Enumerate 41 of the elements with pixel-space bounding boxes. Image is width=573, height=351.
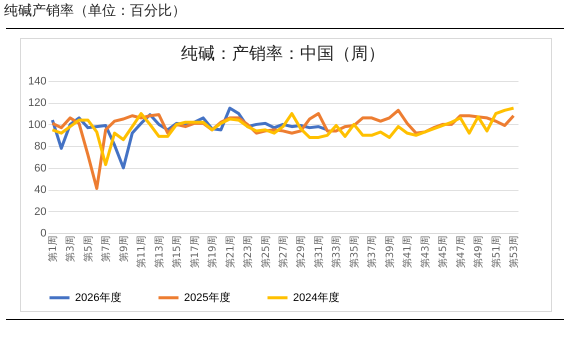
x-tick-label: 第37周 bbox=[366, 236, 378, 268]
chart-title: 纯碱产销率（单位：百分比） bbox=[4, 2, 186, 20]
x-tick-label: 第51周 bbox=[490, 236, 502, 268]
x-tick-label: 第1周 bbox=[46, 236, 59, 262]
line-series bbox=[50, 106, 516, 166]
x-tick-label: 第31周 bbox=[312, 236, 325, 268]
x-tick-label: 第25周 bbox=[260, 236, 272, 268]
legend-label: 2024年度 bbox=[293, 290, 340, 304]
y-tick-label: 100 bbox=[28, 118, 46, 131]
x-tick-label: 第53周 bbox=[508, 236, 520, 268]
x-tick-label: 第7周 bbox=[100, 236, 112, 262]
chart-subtitle: 纯碱：产销率：中国（周） bbox=[181, 44, 385, 64]
x-tick-label: 第5周 bbox=[82, 236, 94, 262]
y-tick-label: 40 bbox=[34, 184, 46, 196]
x-tick-label: 第35周 bbox=[348, 236, 360, 268]
x-tick-label: 第29周 bbox=[295, 236, 308, 268]
x-tick-label: 第17周 bbox=[188, 236, 201, 268]
x-tick-label: 第49周 bbox=[472, 236, 485, 268]
x-tick-label: 第9周 bbox=[118, 236, 130, 262]
legend-label: 2026年度 bbox=[75, 290, 122, 304]
x-tick-label: 第27周 bbox=[278, 236, 290, 268]
y-tick-label: 20 bbox=[34, 206, 46, 218]
x-tick-label: 第11周 bbox=[136, 236, 148, 268]
y-tick-label: 60 bbox=[34, 162, 46, 174]
x-tick-label: 第13周 bbox=[153, 236, 166, 268]
x-tick-label: 第39周 bbox=[384, 236, 396, 268]
y-tick-label: 80 bbox=[34, 140, 46, 153]
legend-label: 2025年度 bbox=[184, 290, 230, 304]
x-tick-label: 第23周 bbox=[242, 236, 254, 268]
x-tick-label: 第3周 bbox=[64, 236, 77, 262]
y-tick-label: 140 bbox=[28, 76, 46, 88]
y-tick-label: 120 bbox=[28, 97, 46, 110]
x-tick-label: 第21周 bbox=[224, 236, 236, 268]
x-tick-label: 第15周 bbox=[171, 236, 184, 268]
x-tick-label: 第43周 bbox=[419, 236, 432, 268]
x-tick-label: 第41周 bbox=[402, 236, 414, 268]
x-tick-label: 第47周 bbox=[454, 236, 467, 268]
x-tick-label: 第19周 bbox=[206, 236, 219, 268]
x-tick-label: 第45周 bbox=[437, 236, 450, 268]
x-tick-label: 第33周 bbox=[330, 236, 343, 268]
y-tick-label: 0 bbox=[40, 228, 46, 240]
